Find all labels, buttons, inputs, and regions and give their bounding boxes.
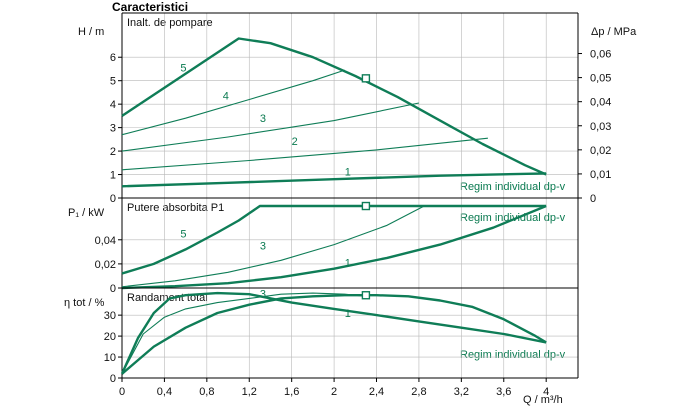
y-tick-label: 3 xyxy=(110,123,116,135)
y-tick-label: 6 xyxy=(110,52,116,64)
y-tick-label: 1 xyxy=(110,170,116,182)
series-label-5: 5 xyxy=(180,228,186,240)
y-right-tick-label: 0,01 xyxy=(590,169,611,181)
chart-heading: Caracteristici xyxy=(112,0,189,14)
series-line-1 xyxy=(120,291,547,375)
series-line-2 xyxy=(121,137,488,171)
series-label-1: 1 xyxy=(345,308,351,320)
y-tick-label: 10 xyxy=(104,352,116,364)
operating-point-marker xyxy=(361,291,371,300)
y-tick-label: 2 xyxy=(110,146,116,158)
series-line-1 xyxy=(121,204,547,290)
y-right-tick-label: 0 xyxy=(590,193,596,205)
panel-power-annotation: Regim individual dp-v xyxy=(460,212,566,224)
y-tick-label: 0,02 xyxy=(95,259,116,271)
series-line-1 xyxy=(121,172,547,188)
y-right-tick-label: 0,02 xyxy=(590,145,611,157)
series-label-1: 1 xyxy=(345,257,351,269)
panel-head-ylabel: H / m xyxy=(78,26,104,38)
y-tick-label: 0,04 xyxy=(95,235,116,247)
x-axis-label: Q / m³/h xyxy=(523,394,563,406)
series-label-2: 2 xyxy=(292,136,298,148)
y-right-tick-label: 0,03 xyxy=(590,121,611,133)
x-tick-label: 0 xyxy=(119,386,125,398)
x-tick-label: 2,4 xyxy=(369,386,384,398)
y-tick-label: 0 xyxy=(110,283,116,295)
panel-power-ylabel: P₁ / kW xyxy=(68,207,105,219)
x-tick-label: 1,6 xyxy=(284,386,299,398)
y-right-tick-label: 0,06 xyxy=(590,49,611,61)
series-line-3 xyxy=(121,205,425,288)
x-tick-label: 3,2 xyxy=(454,386,469,398)
x-tick-label: 0,4 xyxy=(157,386,172,398)
panel-efficiency: Randament total η tot / % Regim individu… xyxy=(64,292,566,361)
y-tick-label: 4 xyxy=(110,99,116,111)
y-tick-label: 5 xyxy=(110,76,116,88)
panel-head-ylabel-right: Δp / MPa xyxy=(591,26,637,38)
y-tick-label: 0 xyxy=(110,193,116,205)
series-label-3: 3 xyxy=(260,288,266,300)
y-right-tick-label: 0,05 xyxy=(590,73,611,85)
series-line-5 xyxy=(121,204,547,275)
x-tick-label: 0,8 xyxy=(199,386,214,398)
operating-point-marker xyxy=(361,201,371,211)
series-label-1: 1 xyxy=(345,167,351,179)
x-tick-label: 1,2 xyxy=(242,386,257,398)
series-line-3 xyxy=(121,102,420,152)
panel-power: Putere absorbita P1 P₁ / kW Regim indivi… xyxy=(68,202,566,224)
y-tick-label: 20 xyxy=(104,331,116,343)
series-label-3: 3 xyxy=(260,113,266,125)
panel-head-title: Inalt. de pompare xyxy=(127,17,213,29)
panel-efficiency-ylabel: η tot / % xyxy=(64,297,105,309)
series-line-4 xyxy=(121,69,345,136)
panel-head-annotation: Regim individual dp-v xyxy=(460,181,566,193)
panel-head: Inalt. de pompare H / m Δp / MPa Regim i… xyxy=(78,17,637,193)
y-right-tick-label: 0,04 xyxy=(590,97,611,109)
series-label-3: 3 xyxy=(260,240,266,252)
series-label-5: 5 xyxy=(180,62,186,74)
panel-power-title: Putere absorbita P1 xyxy=(127,202,224,214)
chart-marks: 012345600,010,020,030,040,050,065432100,… xyxy=(95,12,611,398)
y-tick-label: 0 xyxy=(110,373,116,385)
series-line-3 xyxy=(121,292,366,375)
panel-efficiency-annotation: Regim individual dp-v xyxy=(460,349,566,361)
series-label-4: 4 xyxy=(223,90,229,102)
y-tick-label: 30 xyxy=(104,310,116,322)
series-line-5 xyxy=(121,37,547,176)
x-tick-label: 4 xyxy=(543,386,549,398)
operating-point-marker xyxy=(361,74,371,83)
x-tick-label: 3,6 xyxy=(496,386,511,398)
series-line-dpv xyxy=(121,294,547,375)
x-tick-label: 2,8 xyxy=(411,386,426,398)
x-tick-label: 2 xyxy=(331,386,337,398)
